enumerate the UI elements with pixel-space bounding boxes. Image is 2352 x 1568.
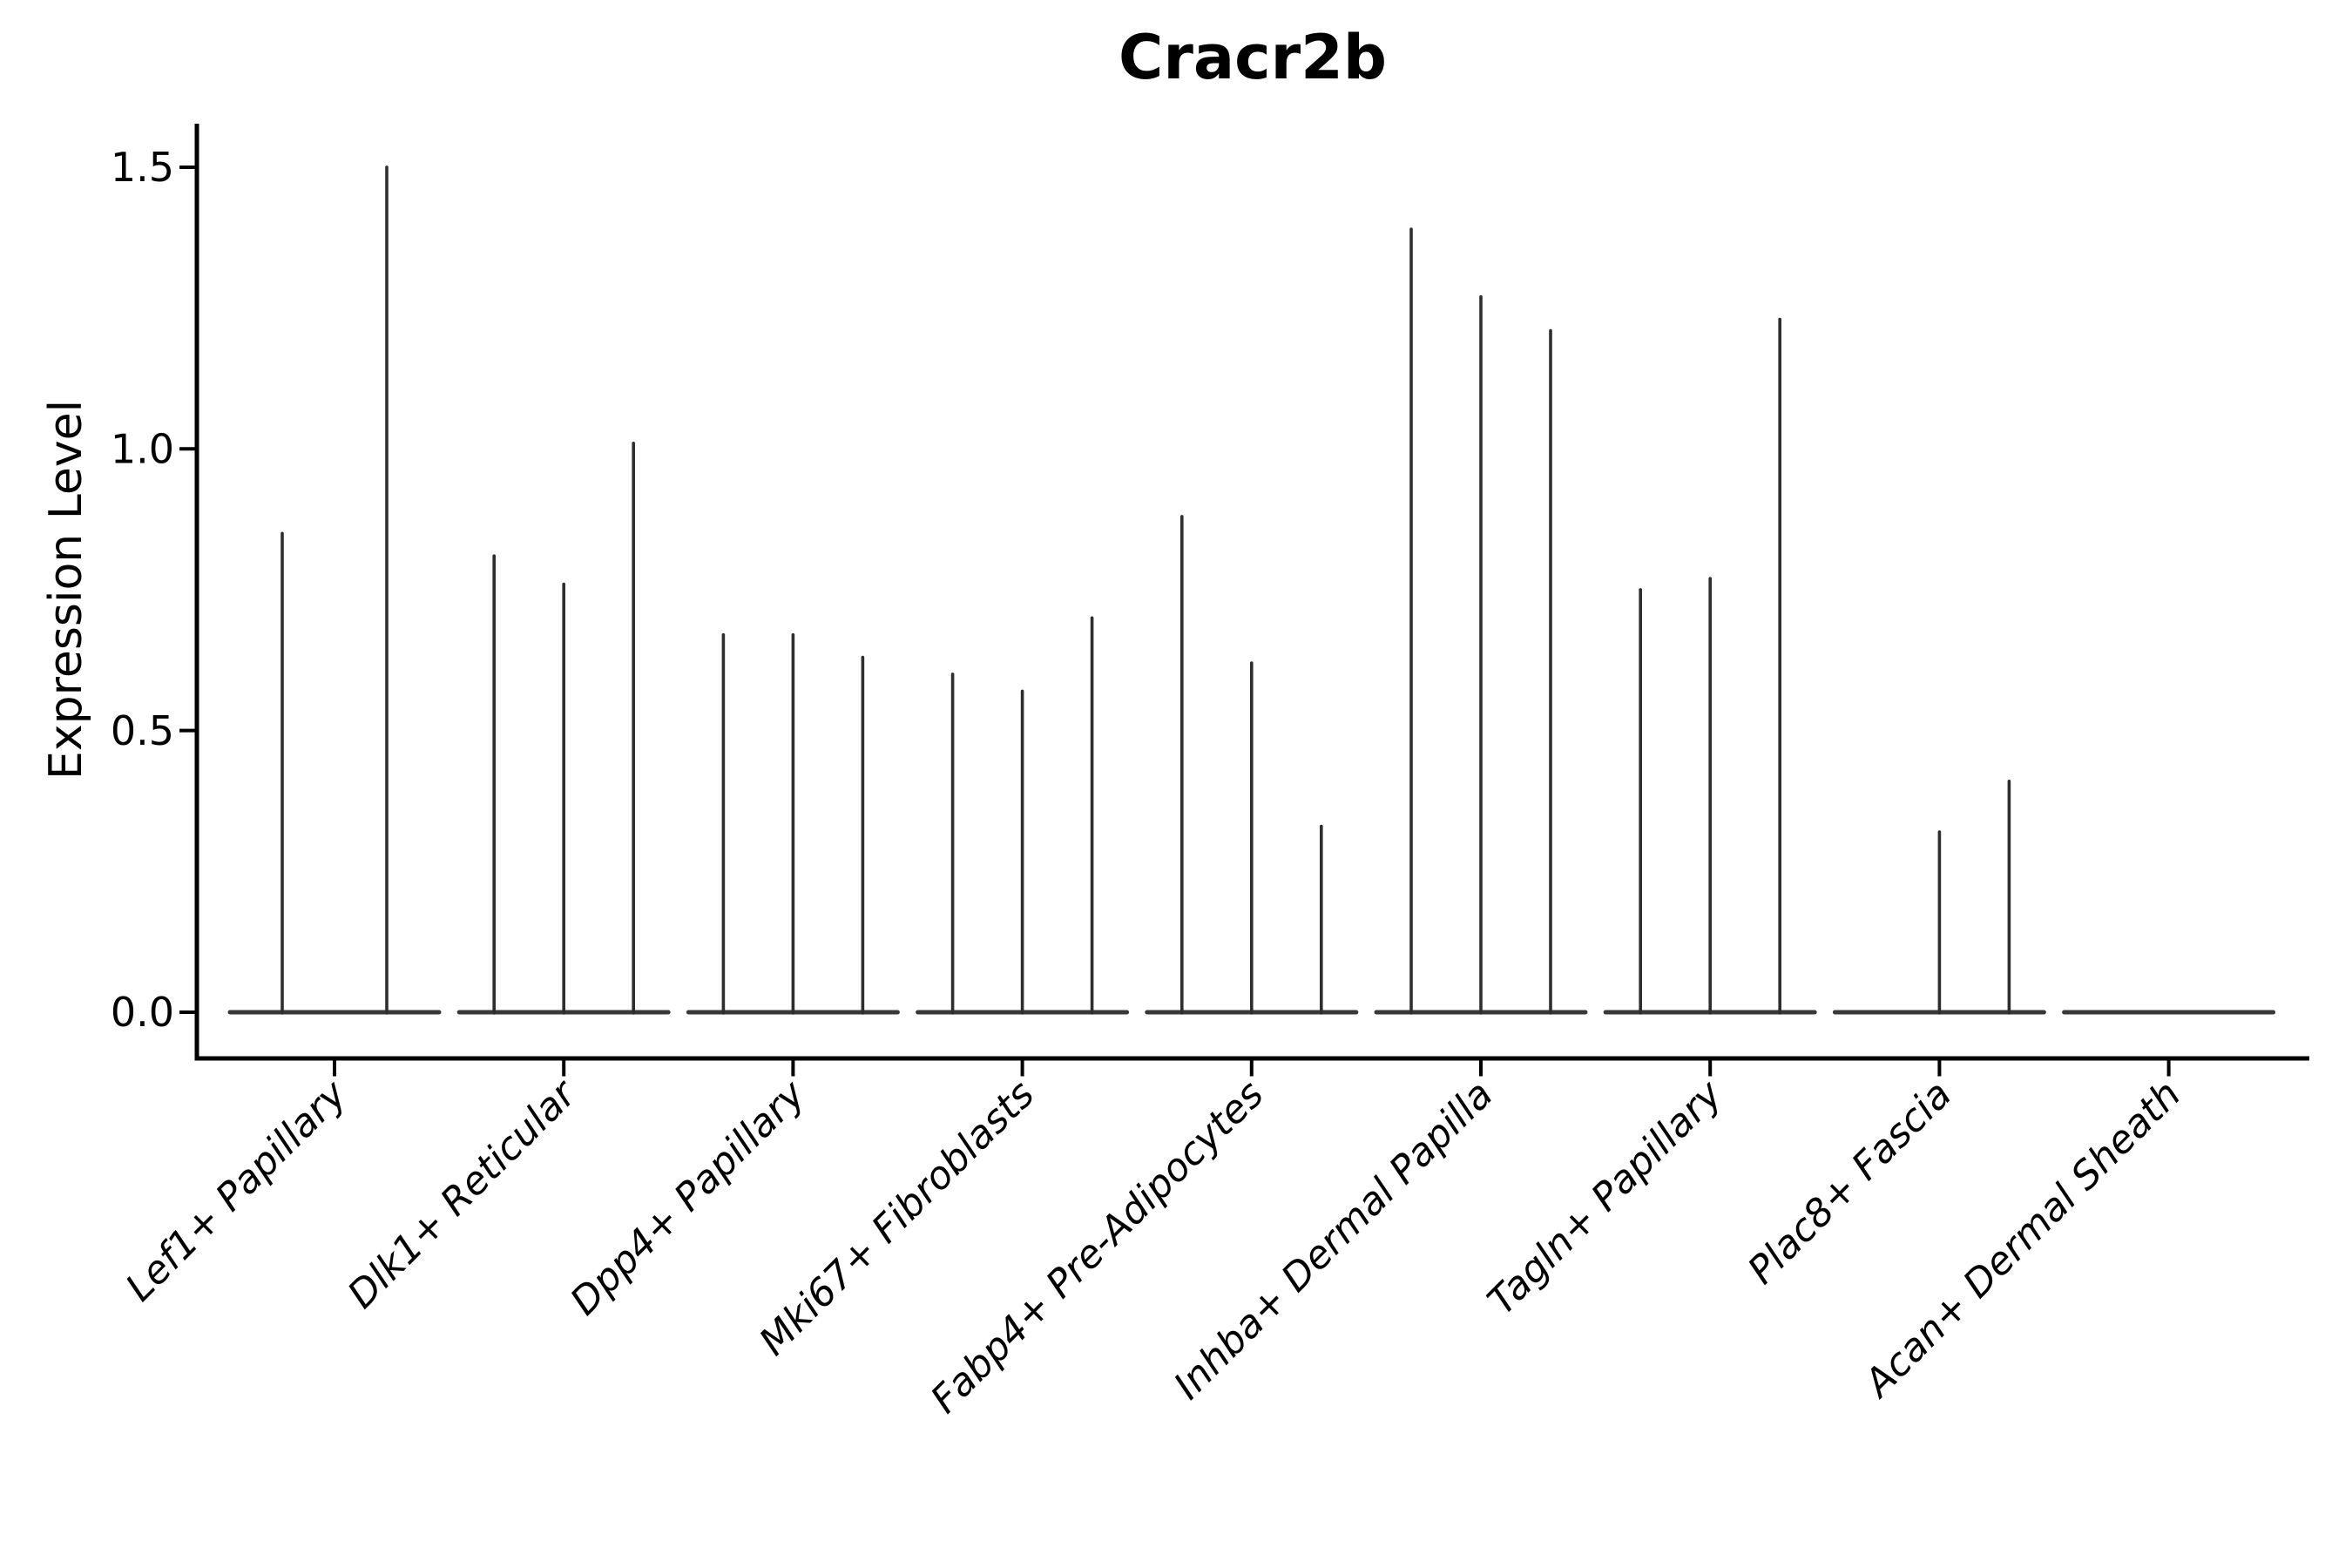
y-tick-label: 1.0 bbox=[111, 425, 174, 472]
y-tick-label: 1.5 bbox=[111, 144, 174, 191]
y-tick-label: 0.0 bbox=[111, 989, 174, 1036]
y-tick-label: 0.5 bbox=[111, 707, 174, 754]
x-tick-label: Dpp4+ Papillary bbox=[562, 1071, 814, 1324]
x-tick-label: Tagln+ Papillary bbox=[1479, 1071, 1731, 1323]
x-tick-label: Lef1+ Papillary bbox=[118, 1071, 356, 1310]
x-tick-label: Dlk1+ Reticular bbox=[340, 1071, 586, 1317]
chart-title: Cracr2b bbox=[1119, 22, 1387, 93]
x-tick-label: Plac8+ Fascia bbox=[1740, 1072, 1960, 1293]
